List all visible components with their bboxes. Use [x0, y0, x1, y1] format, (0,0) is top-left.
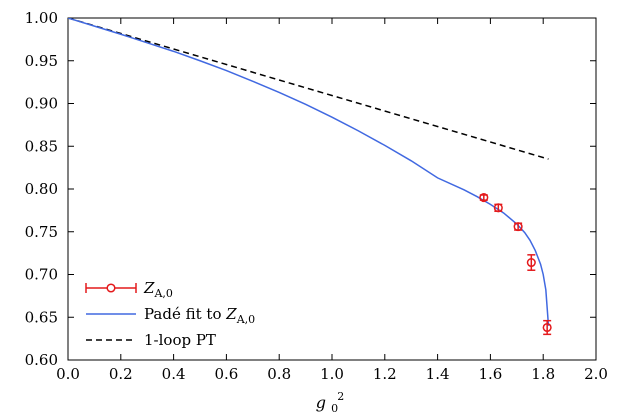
x-tick-label: 1.0	[320, 365, 344, 383]
y-tick-label: 0.70	[25, 266, 58, 284]
legend-label-subscript: A,0	[153, 287, 172, 300]
y-tick-label: 0.60	[25, 351, 58, 369]
legend-entry: Padé fit to ZA,0	[86, 305, 255, 326]
data-marker	[542, 322, 552, 333]
legend-entry: 1-loop PT	[86, 331, 216, 349]
data-point	[479, 193, 489, 203]
legend-swatch-marker	[106, 283, 116, 293]
series-layer	[68, 18, 552, 336]
data-point	[526, 254, 536, 271]
legend-label: ZA,0	[143, 279, 173, 300]
legend-label: 1-loop PT	[144, 331, 216, 349]
y-tick-label: 0.85	[25, 137, 58, 155]
x-axis-label-sup: 2	[337, 390, 344, 403]
x-tick-label: 1.2	[373, 365, 397, 383]
data-point	[513, 222, 523, 232]
series-line-pade-fit	[68, 18, 550, 326]
x-axis-label-main: g	[316, 393, 326, 412]
data-point	[542, 319, 552, 336]
x-tick-label: 1.6	[478, 365, 502, 383]
x-tick-label: 0.8	[267, 365, 291, 383]
x-tick-label: 2.0	[584, 365, 608, 383]
legend-label-symbol: Z	[143, 279, 155, 297]
legend-label-prefix: Padé fit to	[144, 305, 226, 323]
legend-label-symbol: Z	[225, 305, 237, 323]
x-axis-label-sub: 0	[331, 402, 338, 415]
x-axis-label-text: g 0 2	[316, 390, 344, 416]
y-tick-label: 0.80	[25, 180, 58, 198]
legend-label: Padé fit to ZA,0	[144, 305, 255, 326]
y-tick-label: 0.65	[25, 308, 58, 326]
data-marker	[513, 222, 523, 232]
x-tick-label: 0.6	[214, 365, 238, 383]
x-tick-label: 0.0	[56, 365, 80, 383]
data-marker	[479, 193, 489, 203]
y-tick-label: 0.90	[25, 95, 58, 113]
legend-label-prefix: 1-loop PT	[144, 331, 216, 349]
data-marker	[526, 257, 536, 268]
y-tick-label: 1.00	[25, 9, 58, 27]
x-tick-label: 0.4	[162, 365, 186, 383]
x-tick-label: 0.2	[109, 365, 133, 383]
legend-entry: ZA,0	[85, 279, 173, 300]
y-tick-label: 0.75	[25, 223, 58, 241]
data-point	[493, 203, 503, 213]
x-axis-label: g 0 2	[316, 390, 344, 416]
data-marker	[493, 203, 503, 213]
ticks-layer: 0.0 0.2 0.4 0.6 0.8 1.0 1.2 1.4 1.6 1.8 2.0 0.60 0.6…	[25, 9, 608, 383]
x-tick-label: 1.8	[531, 365, 555, 383]
legend-label-subscript: A,0	[236, 313, 255, 326]
x-tick-label: 1.4	[426, 365, 450, 383]
series-line-1-loop-pt	[68, 18, 549, 160]
y-tick-label: 0.95	[25, 52, 58, 70]
